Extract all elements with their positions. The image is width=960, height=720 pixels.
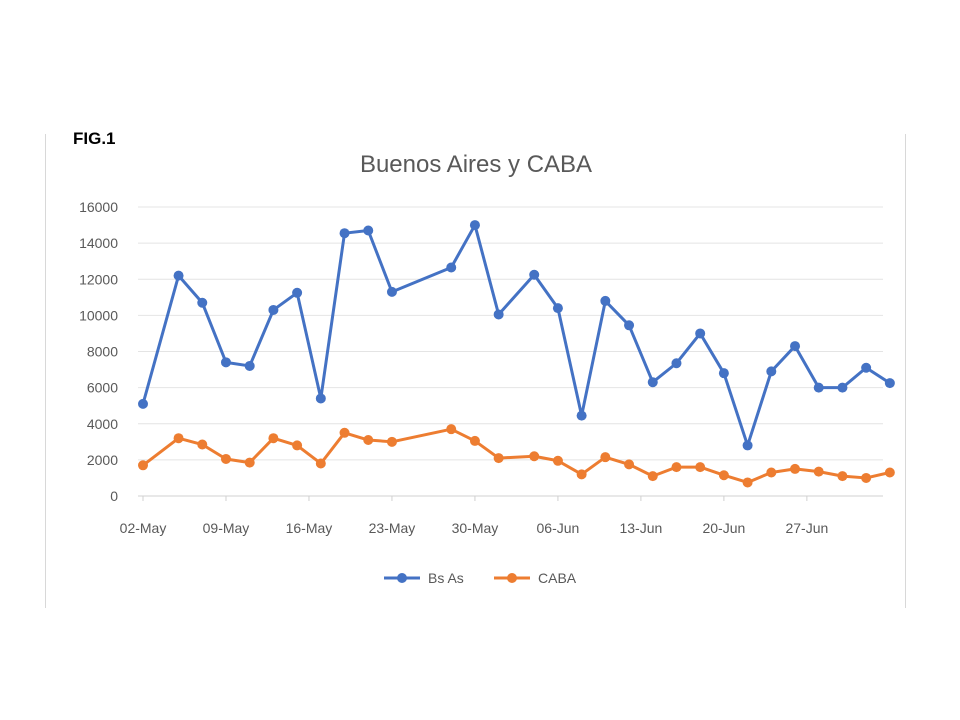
data-point	[315, 393, 326, 404]
data-point	[600, 295, 611, 306]
chart-title: Buenos Aires y CABA	[360, 151, 592, 178]
figure-label: FIG.1	[73, 129, 116, 148]
legend-marker	[397, 573, 407, 583]
data-point	[493, 309, 504, 320]
x-tick-label: 27-Jun	[785, 520, 828, 536]
data-point	[790, 341, 801, 352]
data-point	[647, 377, 658, 388]
data-point	[138, 460, 148, 471]
series-layer	[138, 220, 895, 488]
data-point	[884, 378, 895, 389]
data-point	[837, 471, 848, 482]
data-point	[292, 440, 303, 451]
data-point	[813, 382, 824, 393]
data-point	[576, 469, 587, 480]
data-point	[529, 451, 540, 462]
data-point	[529, 269, 540, 280]
gridlines	[138, 206, 883, 497]
data-point	[138, 398, 148, 409]
data-point	[624, 459, 635, 470]
data-point	[339, 228, 350, 239]
x-tick-label: 16-May	[286, 520, 333, 536]
data-point	[244, 360, 255, 371]
x-tick-label: 30-May	[452, 520, 499, 536]
data-point	[220, 357, 231, 368]
data-point	[469, 220, 480, 231]
data-point	[197, 297, 208, 308]
data-point	[363, 435, 374, 446]
data-point	[695, 462, 706, 473]
data-point	[315, 458, 326, 469]
series-caba	[138, 424, 895, 488]
x-tick-label: 09-May	[203, 520, 250, 536]
data-point	[600, 452, 611, 463]
series-line	[141, 223, 891, 447]
chart-card-right-edge	[905, 134, 906, 608]
data-point	[173, 433, 184, 444]
data-point	[386, 286, 397, 297]
data-point	[268, 433, 279, 444]
data-point	[339, 427, 350, 438]
data-point	[446, 262, 457, 273]
data-point	[173, 270, 184, 281]
y-tick-label: 14000	[79, 235, 118, 251]
y-axis-ticks: 0 2000 4000 6000 8000 10000 12000 14000 16000	[79, 199, 118, 504]
data-point	[363, 225, 374, 236]
data-point	[884, 467, 895, 478]
chart-card-left-edge	[45, 134, 46, 608]
y-tick-label: 16000	[79, 199, 118, 215]
series-bs-as	[138, 220, 895, 451]
data-point	[861, 362, 872, 373]
data-point	[386, 436, 397, 447]
data-point	[718, 470, 729, 481]
y-tick-label: 0	[110, 488, 118, 504]
data-point	[292, 287, 303, 298]
y-tick-label: 2000	[87, 452, 118, 468]
legend-label: Bs As	[428, 570, 464, 586]
x-axis-ticks: 02-May 09-May 16-May 23-May 30-May 06-Jun 13-J…	[120, 496, 828, 536]
data-point	[742, 477, 753, 488]
y-tick-label: 4000	[87, 416, 118, 432]
y-tick-label: 6000	[87, 380, 118, 396]
data-point	[220, 453, 231, 464]
data-point	[695, 328, 706, 339]
data-point	[197, 439, 208, 450]
data-point	[718, 368, 729, 379]
data-point	[813, 466, 824, 477]
data-point	[671, 462, 682, 473]
x-tick-label: 13-Jun	[619, 520, 662, 536]
data-point	[493, 453, 504, 464]
data-point	[268, 304, 279, 315]
x-tick-label: 23-May	[369, 520, 416, 536]
data-point	[576, 410, 587, 421]
data-point	[861, 472, 872, 483]
legend: Bs As CABA	[384, 570, 577, 586]
data-point	[742, 440, 753, 451]
y-tick-label: 10000	[79, 307, 118, 323]
series-line	[142, 427, 891, 484]
data-point	[552, 455, 563, 466]
data-point	[766, 366, 777, 377]
data-point	[624, 320, 635, 331]
data-point	[837, 382, 848, 393]
data-point	[647, 471, 658, 482]
legend-marker	[507, 573, 517, 583]
data-point	[671, 358, 682, 369]
x-tick-label: 06-Jun	[537, 520, 580, 536]
data-point	[790, 463, 801, 474]
data-point	[766, 467, 777, 478]
x-tick-label: 02-May	[120, 520, 167, 536]
y-tick-label: 12000	[79, 271, 118, 287]
legend-label: CABA	[538, 570, 577, 586]
data-point	[552, 303, 563, 314]
data-point	[469, 435, 480, 446]
x-tick-label: 20-Jun	[702, 520, 745, 536]
data-point	[446, 424, 457, 435]
y-tick-label: 8000	[87, 344, 118, 360]
data-point	[244, 457, 255, 468]
